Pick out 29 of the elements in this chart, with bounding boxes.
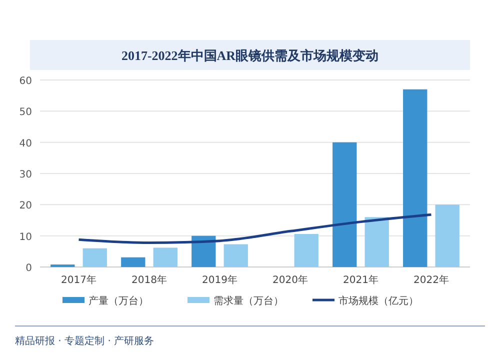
legend-label: 市场规模（亿元）: [338, 295, 418, 307]
chart-title: 2017-2022年中国AR眼镜供需及市场规模变动: [121, 48, 379, 63]
legend-label: 产量（万台）: [88, 295, 148, 307]
x-tick-label: 2017年: [61, 274, 96, 286]
text: 精品研报 · 专题定制 · 产研服务: [15, 335, 154, 347]
x-tick-label: 2021年: [343, 274, 378, 286]
line-series: [78, 213, 432, 244]
bar: [82, 248, 107, 267]
y-tick-label: 10: [19, 232, 32, 243]
x-tick-label: 2018年: [132, 274, 167, 286]
x-tick-label: 2019年: [202, 274, 238, 286]
bar: [332, 142, 357, 267]
bar: [294, 234, 318, 267]
y-tick-label: 50: [19, 107, 32, 118]
y-tick-label: 40: [19, 138, 32, 150]
bar: [224, 244, 248, 267]
bar: [192, 236, 216, 267]
y-tick-label: 20: [19, 200, 32, 212]
legend-label: 需求量（万台）: [214, 295, 284, 307]
bar: [403, 89, 428, 267]
x-tick-label: 2022年: [414, 274, 449, 286]
y-tick-label: 60: [19, 76, 32, 87]
bar: [364, 217, 389, 267]
y-tick-label: 0: [26, 263, 32, 274]
bar: [435, 204, 460, 267]
y-tick-label: 30: [19, 170, 32, 180]
x-tick-label: 2020年: [272, 274, 308, 286]
bar: [121, 257, 146, 267]
bar: [153, 248, 178, 267]
